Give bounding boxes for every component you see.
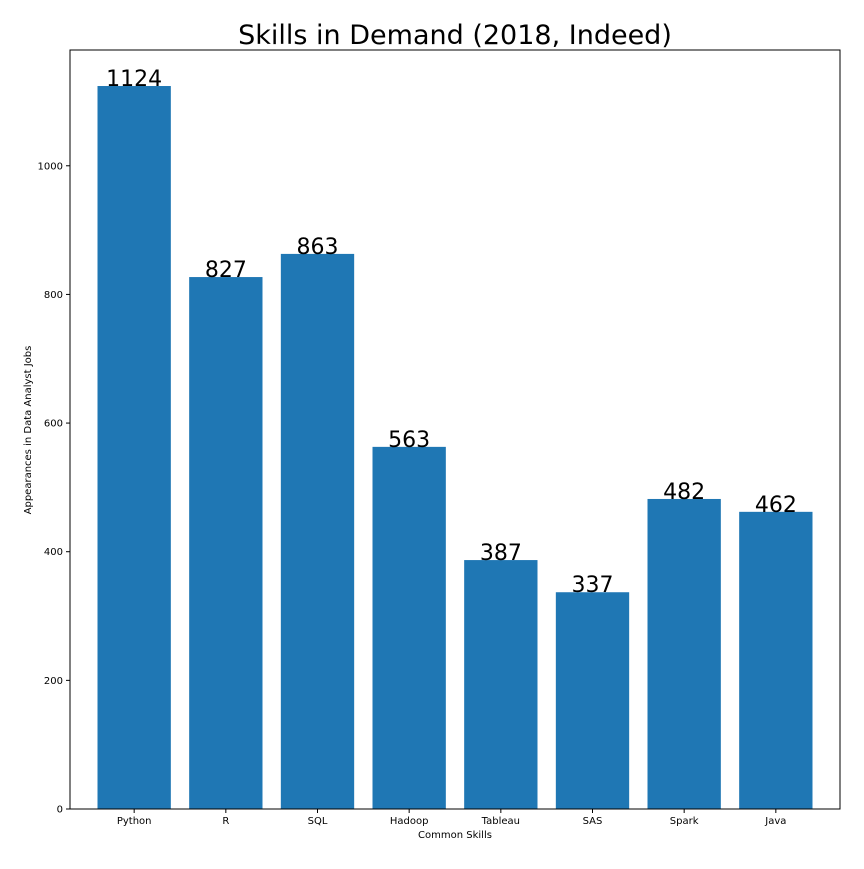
x-tick-label-java: Java	[764, 816, 786, 827]
value-label-tableau: 387	[480, 541, 522, 566]
x-tick-label-sql: SQL	[308, 816, 328, 827]
bar-java	[739, 511, 813, 809]
x-tick-label-tableau: Tableau	[481, 816, 520, 827]
bar-sas	[555, 592, 630, 809]
x-tick-label-spark: Spark	[670, 816, 699, 827]
value-label-java: 462	[755, 493, 797, 518]
plot-frame	[69, 49, 841, 810]
x-axis-label: Common Skills	[418, 830, 492, 841]
chart-title: Skills in Demand (2018, Indeed)	[238, 20, 672, 51]
x-tick-label-r: R	[222, 816, 229, 827]
bar-python	[97, 86, 171, 810]
bar-tableau	[464, 560, 538, 809]
y-tick-label: 1000	[38, 161, 63, 172]
value-label-sas: 337	[572, 573, 614, 598]
x-tick-label-hadoop: Hadoop	[390, 816, 429, 827]
value-label-spark: 482	[663, 480, 705, 505]
y-tick-label: 200	[44, 676, 63, 687]
y-tick-label: 400	[44, 547, 63, 558]
bar-hadoop	[372, 446, 446, 809]
y-axis-label: Appearances in Data Analyst Jobs	[23, 346, 34, 515]
x-tick-label-sas: SAS	[583, 816, 603, 827]
x-axis-ticks: Python R SQL Hadoop Tableau SAS Spark Java	[117, 809, 786, 827]
bar-sql	[280, 253, 355, 809]
bars-layer	[97, 86, 813, 810]
y-axis-ticks: 0 200 400 600 800 1000	[38, 161, 70, 816]
value-label-sql: 863	[297, 235, 339, 260]
y-tick-label: 800	[44, 290, 63, 301]
bar-r	[189, 277, 263, 810]
value-labels-layer: 1124 827 863 563 387 337 482 462	[106, 67, 797, 598]
value-label-hadoop: 563	[388, 428, 430, 453]
y-tick-label: 0	[57, 805, 63, 816]
value-label-r: 827	[205, 258, 247, 283]
x-tick-label-python: Python	[117, 816, 152, 827]
bar-spark	[647, 498, 721, 809]
value-label-python: 1124	[106, 67, 162, 92]
y-tick-label: 600	[44, 419, 63, 430]
